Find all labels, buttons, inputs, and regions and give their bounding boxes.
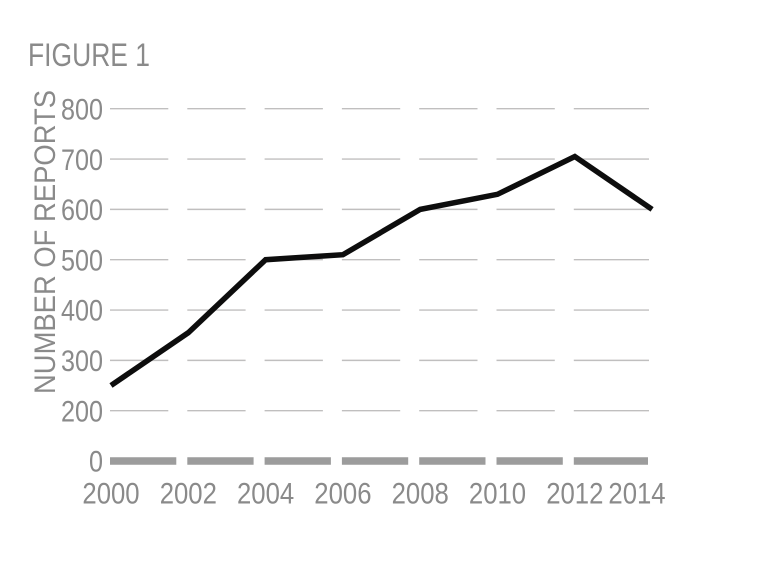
x-tick-label: 2014 xyxy=(608,478,665,511)
y-tick-label: 400 xyxy=(61,295,103,328)
y-tick-label: 200 xyxy=(61,395,103,428)
x-tick-label: 2006 xyxy=(314,478,371,511)
horizontal-gridlines xyxy=(110,108,649,412)
y-axis-title: NUMBER OF REPORTS xyxy=(29,90,62,394)
y-tick-label: 800 xyxy=(61,93,103,126)
y-tick-label: 0 xyxy=(89,446,103,479)
y-axis-tick-labels: 0 200 300 400 500 600 700 800 xyxy=(61,93,103,478)
x-tick-label: 2000 xyxy=(82,478,139,511)
y-tick-label: 700 xyxy=(61,144,103,177)
y-tick-label: 300 xyxy=(61,345,103,378)
x-tick-label: 2008 xyxy=(392,478,449,511)
y-tick-label: 600 xyxy=(61,194,103,227)
reports-trend-line xyxy=(109,153,654,388)
x-tick-label: 2010 xyxy=(469,478,526,511)
x-tick-label: 2004 xyxy=(237,478,294,511)
x-axis-tick-labels: 2000 2002 2004 2006 2008 2010 2012 2014 xyxy=(82,478,665,511)
x-tick-label: 2002 xyxy=(160,478,217,511)
y-tick-label: 500 xyxy=(61,244,103,277)
x-tick-label: 2012 xyxy=(546,478,603,511)
figure-title: FIGURE 1 xyxy=(28,37,150,73)
